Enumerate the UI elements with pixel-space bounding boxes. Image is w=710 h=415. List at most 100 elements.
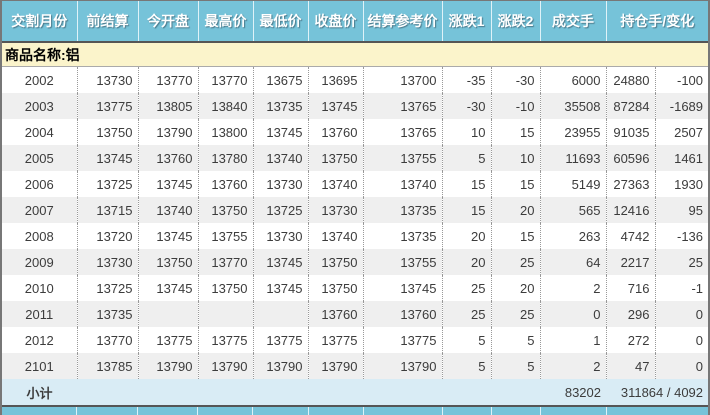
cell-delivery-month: 2002	[2, 66, 78, 93]
cell-open: 13745	[138, 275, 199, 301]
subtotal-empty-cell	[198, 379, 253, 405]
cell-change2: 5	[491, 327, 541, 353]
table-row[interactable]: 2101 13785 13790 13790 13790 13790 13790…	[2, 353, 708, 379]
subtotal-empty-cell	[77, 379, 138, 405]
table-row[interactable]: 2011 13735 13760 13760 25 25 0 296 0	[2, 301, 708, 327]
table-row[interactable]: 2002 13730 13770 13770 13675 13695 13700…	[2, 66, 708, 93]
cell-open: 13750	[138, 249, 199, 275]
cell-low	[253, 301, 309, 327]
cell-open: 13790	[138, 119, 199, 145]
cell-low: 13745	[253, 275, 309, 301]
cell-low: 13775	[253, 327, 309, 353]
cell-delivery-month: 2007	[2, 197, 78, 223]
cell-oi-change: 25	[688, 254, 704, 270]
cell-prev-settlement: 13775	[77, 93, 139, 119]
table-row[interactable]: 2007 13715 13740 13750 13725 13730 13735…	[2, 197, 708, 223]
cell-close: 13745	[308, 93, 364, 119]
cell-change2: 20	[491, 197, 541, 223]
cell-open-interest: 87284	[606, 93, 656, 119]
cell-low: 13745	[253, 119, 309, 145]
cell-open-interest: 60596	[606, 145, 656, 171]
cell-oi-change: -136	[676, 228, 704, 244]
col-header-high: 最高价	[197, 1, 253, 43]
table-row[interactable]: 2008 13720 13745 13755 13730 13740 13735…	[2, 223, 708, 249]
cell-open: 13770	[138, 66, 199, 93]
cell-low: 13745	[253, 249, 309, 275]
cell-open: 13760	[138, 145, 199, 171]
col-header-settlement-ref: 结算参考价	[362, 1, 442, 43]
cell-volume: 1	[540, 327, 607, 353]
cell-delivery-month: 2012	[2, 327, 78, 353]
cell-oi-change: 1930	[674, 176, 704, 192]
cell-low: 13735	[253, 93, 309, 119]
cell-prev-settlement: 13735	[77, 301, 139, 327]
strip-cell	[2, 407, 76, 415]
cell-change2: 25	[491, 249, 541, 275]
col-header-prev-settlement: 前结算	[76, 1, 138, 43]
table-row[interactable]: 2004 13750 13790 13800 13745 13760 13765…	[2, 119, 708, 145]
col-header-close: 收盘价	[307, 1, 363, 43]
table-row[interactable]: 2009 13730 13750 13770 13745 13750 13755…	[2, 249, 708, 275]
cell-change1: 20	[442, 249, 492, 275]
cell-change1: 15	[442, 197, 492, 223]
strip-cell	[307, 407, 363, 415]
cell-close: 13750	[308, 249, 364, 275]
cell-change1: 25	[442, 275, 492, 301]
cell-volume: 565	[540, 197, 607, 223]
cell-open-interest: 716	[606, 275, 656, 301]
table-row[interactable]: 2010 13725 13745 13750 13745 13750 13745…	[2, 275, 708, 301]
cell-change1: -30	[442, 93, 492, 119]
table-row[interactable]: 2006 13725 13745 13760 13730 13740 13740…	[2, 171, 708, 197]
cell-change2: 25	[491, 301, 541, 327]
product-name-row: 商品名称:铝	[2, 42, 708, 67]
cell-open-interest: 91035	[606, 119, 656, 145]
cell-change1: 5	[442, 327, 492, 353]
cell-open: 13805	[138, 93, 199, 119]
cell-change2: 20	[491, 275, 541, 301]
cell-delivery-month: 2011	[2, 301, 78, 327]
cell-settlement-ref: 13700	[363, 66, 443, 93]
cell-change1: 15	[442, 171, 492, 197]
cell-low: 13730	[253, 171, 309, 197]
cell-open	[138, 301, 199, 327]
subtotal-empty-cell	[491, 379, 540, 405]
cell-high: 13770	[198, 66, 254, 93]
cell-open: 13775	[138, 327, 199, 353]
cell-close: 13740	[308, 223, 364, 249]
cell-delivery-month: 2008	[2, 223, 78, 249]
table-row[interactable]: 2005 13745 13760 13780 13740 13750 13755…	[2, 145, 708, 171]
table-row[interactable]: 2003 13775 13805 13840 13735 13745 13765…	[2, 93, 708, 119]
cell-prev-settlement: 13720	[77, 223, 139, 249]
cell-close: 13760	[308, 119, 364, 145]
strip-cell	[491, 407, 540, 415]
cell-change2: 15	[491, 119, 541, 145]
cell-low: 13730	[253, 223, 309, 249]
cell-volume: 64	[540, 249, 607, 275]
subtotal-open-interest: 311864 / 4092	[606, 379, 708, 405]
cell-prev-settlement: 13745	[77, 145, 139, 171]
subtotal-empty-cell	[308, 379, 363, 405]
cell-close: 13695	[308, 66, 364, 93]
cell-open-interest: 296	[606, 301, 656, 327]
cell-delivery-month: 2006	[2, 171, 78, 197]
subtotal-empty-cell	[253, 379, 308, 405]
cell-oi-change: -100	[676, 72, 704, 88]
subtotal-row: 小计 83202 311864 / 4092	[2, 379, 708, 405]
cell-change2: 5	[491, 353, 541, 379]
cell-high: 13840	[198, 93, 254, 119]
cell-volume: 0	[540, 301, 607, 327]
cell-change2: -10	[491, 93, 541, 119]
cell-prev-settlement: 13770	[77, 327, 139, 353]
cell-high: 13790	[198, 353, 254, 379]
cell-volume: 6000	[540, 66, 607, 93]
cell-high: 13770	[198, 249, 254, 275]
cell-open-interest: 47	[606, 353, 656, 379]
cell-prev-settlement: 13785	[77, 353, 139, 379]
cell-oi-change: 1461	[674, 150, 704, 166]
strip-cell	[441, 407, 491, 415]
cell-oi-change: 0	[695, 358, 704, 374]
cell-close: 13790	[308, 353, 364, 379]
table-row[interactable]: 2012 13770 13775 13775 13775 13775 13775…	[2, 327, 708, 353]
strip-cell	[75, 407, 137, 415]
